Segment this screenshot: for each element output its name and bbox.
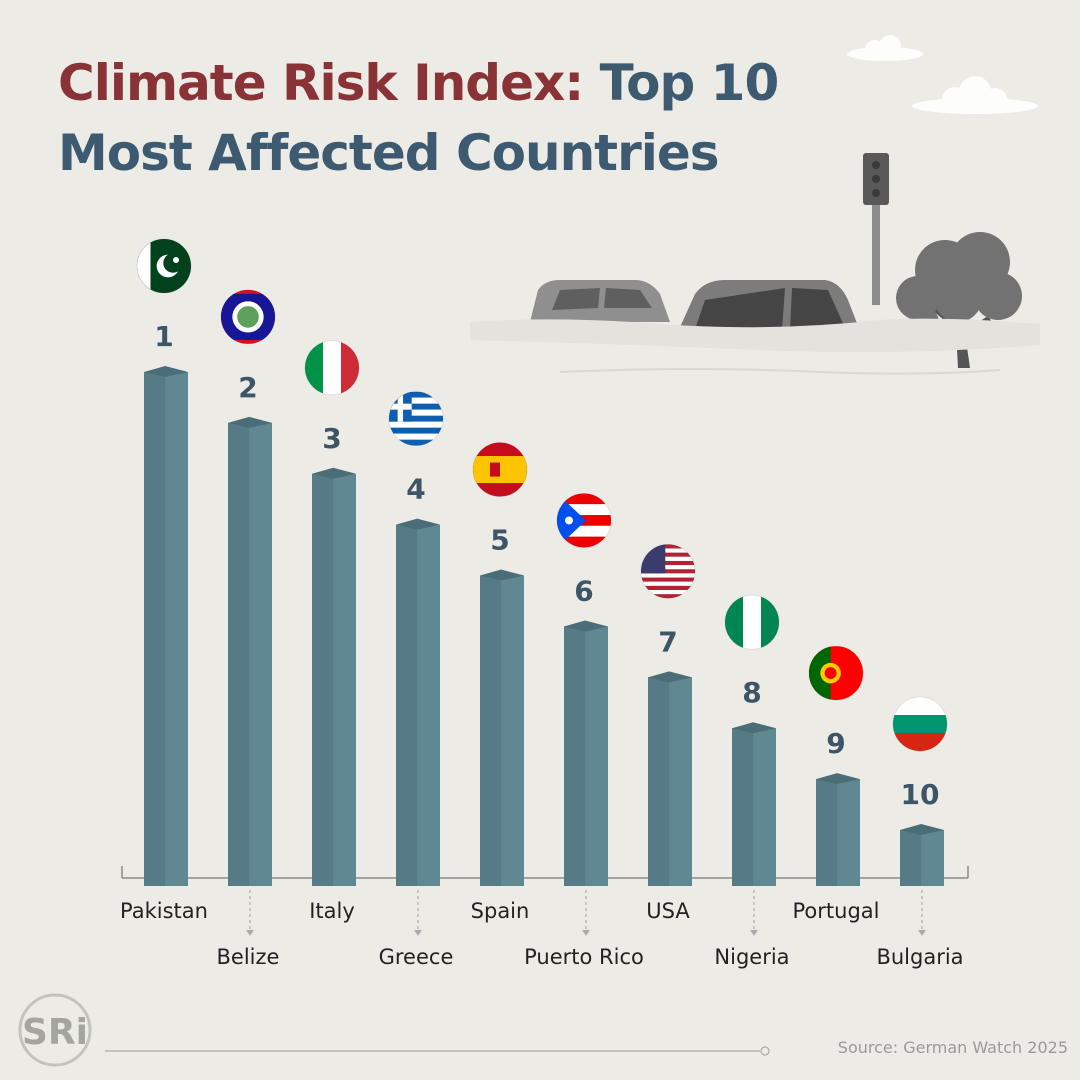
bar <box>732 722 776 886</box>
category-label: Puerto Rico <box>524 945 644 969</box>
rank-label: 8 <box>742 676 761 709</box>
category-label: Portugal <box>793 899 880 923</box>
rank-label: 9 <box>826 727 845 760</box>
chart-title: Climate Risk Index: Top 10 Most Affected… <box>58 48 780 188</box>
logo-text: SRi <box>22 1012 88 1053</box>
rank-label: 10 <box>901 778 940 811</box>
nigeria-flag-icon <box>724 594 780 650</box>
bar <box>312 467 356 886</box>
bar <box>144 366 188 886</box>
belize-flag-icon <box>220 289 276 345</box>
cloud-icon <box>912 76 1038 114</box>
usa-flag-icon <box>640 543 696 599</box>
bar <box>396 518 440 886</box>
title-main-line2: Most Affected Countries <box>58 124 720 182</box>
label-leader-arrow <box>246 930 254 936</box>
background-clouds <box>847 35 1038 114</box>
rank-label: 1 <box>154 320 173 353</box>
rank-label: 5 <box>490 524 509 557</box>
traffic-light-icon <box>863 153 889 305</box>
label-leader-arrow <box>918 930 926 936</box>
spain-flag-icon <box>472 442 528 498</box>
label-leader-arrow <box>750 930 758 936</box>
category-label: Spain <box>471 899 530 923</box>
rank-label: 4 <box>406 473 425 506</box>
rank-label: 3 <box>322 422 341 455</box>
category-label: Pakistan <box>120 899 208 923</box>
portugal-flag-icon <box>808 645 864 701</box>
tree-icon <box>896 232 1022 368</box>
bar <box>564 620 608 886</box>
greece-flag-icon <box>388 391 444 447</box>
source-note: Source: German Watch 2025 <box>837 1038 1068 1057</box>
puerto-rico-flag-icon <box>556 492 612 548</box>
category-label: Belize <box>217 945 280 969</box>
footer-rule-end <box>760 1046 770 1056</box>
italy-flag-icon <box>304 340 360 396</box>
flooded-car-icon <box>530 280 670 322</box>
title-main-line1: Top 10 <box>599 54 780 112</box>
flood-water <box>470 318 1040 353</box>
logo-badge <box>18 993 92 1067</box>
rank-label: 2 <box>238 371 257 404</box>
bar <box>480 569 524 886</box>
rank-label: 6 <box>574 574 593 607</box>
category-label: Bulgaria <box>876 945 963 969</box>
bar <box>228 416 272 886</box>
bar <box>900 824 944 886</box>
flooded-car-icon <box>676 280 862 336</box>
bulgaria-flag-icon <box>892 696 948 752</box>
chart-marks: 1 Pakistan 2 Belize 3 Italy 4 Greece 5 Spain 6 Puer… <box>120 238 964 969</box>
category-label: Italy <box>309 899 355 923</box>
label-leader-arrow <box>582 930 590 936</box>
category-label: Nigeria <box>714 945 789 969</box>
pakistan-flag-icon <box>136 238 192 294</box>
category-label: Greece <box>379 945 454 969</box>
bar <box>648 671 692 886</box>
bar <box>816 773 860 886</box>
cloud-icon <box>847 35 923 61</box>
category-label: USA <box>646 899 690 923</box>
footer: SRi <box>18 993 770 1067</box>
label-leader-arrow <box>414 930 422 936</box>
rank-label: 7 <box>658 625 677 658</box>
flood-scene-illustration <box>470 153 1040 375</box>
title-accent: Climate Risk Index: <box>58 54 584 112</box>
